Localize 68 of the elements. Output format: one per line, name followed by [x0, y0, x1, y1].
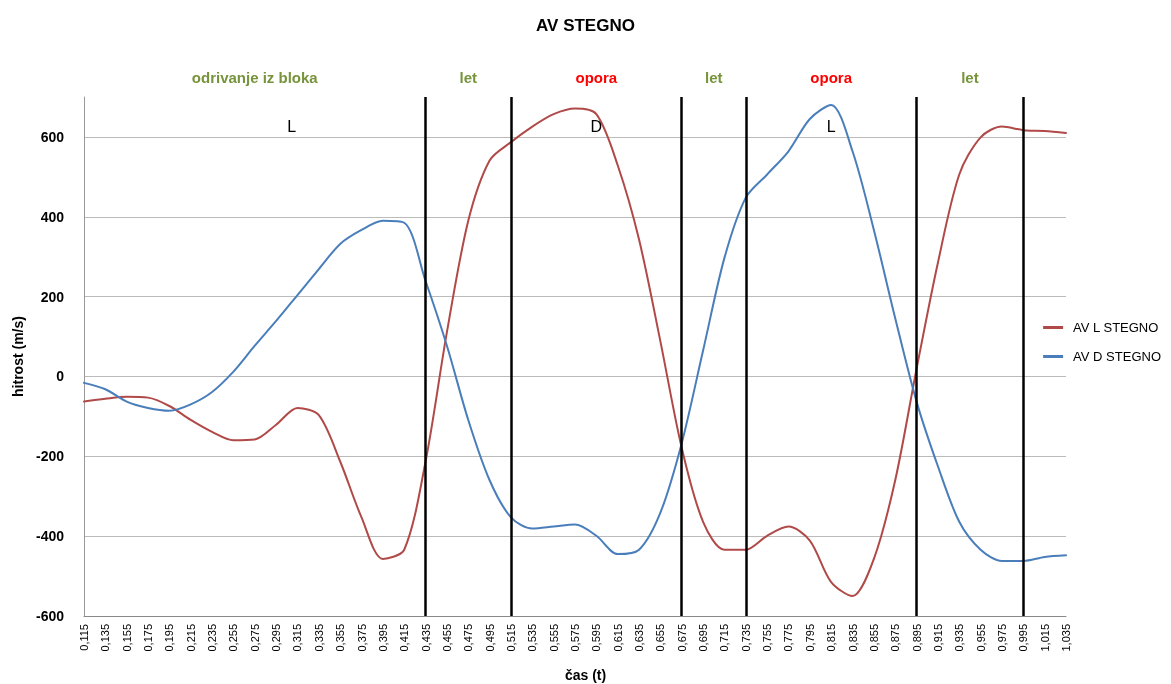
x-tick-label: 0,195: [163, 624, 176, 652]
chart-title: AV STEGNO: [536, 16, 635, 35]
x-tick-label: 0,755: [761, 624, 774, 652]
x-tick-label: 0,915: [931, 624, 944, 652]
x-tick-label: 0,115: [78, 624, 90, 651]
x-tick-label: 0,535: [526, 624, 539, 652]
y-tick-label: 400: [40, 208, 65, 225]
annotation: L: [826, 118, 836, 136]
y-tick-label: -400: [35, 528, 65, 545]
annotation: D: [590, 118, 603, 136]
x-tick-label: 0,275: [248, 624, 261, 652]
x-tick-label: 0,655: [654, 624, 667, 652]
legend-label: AV L STEGNO: [1073, 320, 1159, 335]
x-tick-label: 0,975: [995, 624, 1008, 652]
annotation: L: [287, 118, 297, 136]
text: let: [961, 69, 979, 86]
y-tick-label: 600: [40, 128, 65, 145]
x-tick-label: 1,015: [1038, 624, 1051, 652]
x-tick-label: 0,515: [504, 624, 517, 652]
x-tick-label: 0,375: [355, 624, 368, 652]
x-tick-label: 0,935: [953, 624, 966, 652]
x-tick-label: 0,715: [718, 624, 731, 652]
y-tick-label: 0: [56, 368, 65, 385]
x-tick-label: 0,695: [697, 624, 710, 652]
x-tick-label: 0,815: [825, 624, 838, 652]
x-tick-label: 1,035: [1060, 624, 1072, 652]
x-tick-label: 0,175: [142, 624, 155, 652]
y-axis-title: hitrost (m/s): [10, 316, 27, 397]
x-tick-label: 0,615: [611, 624, 624, 652]
x-tick-label: 0,435: [419, 624, 432, 652]
x-tick-label: 0,675: [675, 624, 688, 652]
y-tick-label: -600: [35, 608, 65, 624]
x-tick-label: 0,355: [334, 624, 347, 652]
y-tick-label: 200: [40, 288, 65, 305]
x-tick-label: 0,475: [462, 624, 475, 652]
x-tick-label: 0,235: [206, 624, 219, 652]
x-tick-label: 0,335: [312, 624, 325, 652]
x-tick-label: 0,835: [846, 624, 859, 652]
x-tick-label: 0,315: [291, 624, 304, 652]
x-tick-label: 0,495: [483, 624, 496, 652]
x-axis-title: čas (t): [564, 667, 607, 683]
x-tick-label: 0,255: [227, 624, 240, 652]
legend-label: AV D STEGNO: [1073, 349, 1162, 364]
x-tick-label: 0,295: [270, 624, 283, 652]
x-tick-label: 0,855: [867, 624, 880, 652]
x-tick-label: 0,895: [910, 624, 923, 652]
x-tick-label: 0,595: [590, 624, 603, 652]
y-tick-label: -200: [35, 448, 65, 465]
x-tick-label: 0,995: [1017, 624, 1030, 652]
x-tick-label: 0,635: [633, 624, 646, 652]
x-tick-label: 0,775: [782, 624, 795, 652]
x-tick-label: 0,215: [184, 624, 197, 652]
x-tick-label: 0,555: [547, 624, 560, 652]
x-tick-label: 0,955: [974, 624, 987, 652]
x-tick-label: 0,415: [398, 624, 411, 652]
x-tick-label: 0,735: [739, 624, 752, 652]
x-tick-label: 0,135: [99, 624, 112, 652]
x-tick-label: 0,575: [569, 624, 581, 652]
x-tick-label: 0,875: [889, 624, 902, 652]
x-tick-label: 0,455: [440, 624, 453, 652]
text: opora: [575, 69, 618, 86]
text: odrivanje iz bloka: [191, 69, 319, 86]
text: let: [459, 69, 478, 86]
text: let: [705, 69, 723, 86]
x-tick-label: 0,155: [120, 624, 133, 652]
x-tick-label: 0,395: [376, 624, 389, 652]
text: opora: [810, 69, 853, 86]
x-tick-label: 0,795: [803, 624, 816, 652]
